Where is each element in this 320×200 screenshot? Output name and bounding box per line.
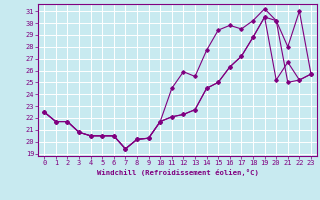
X-axis label: Windchill (Refroidissement éolien,°C): Windchill (Refroidissement éolien,°C) xyxy=(97,169,259,176)
